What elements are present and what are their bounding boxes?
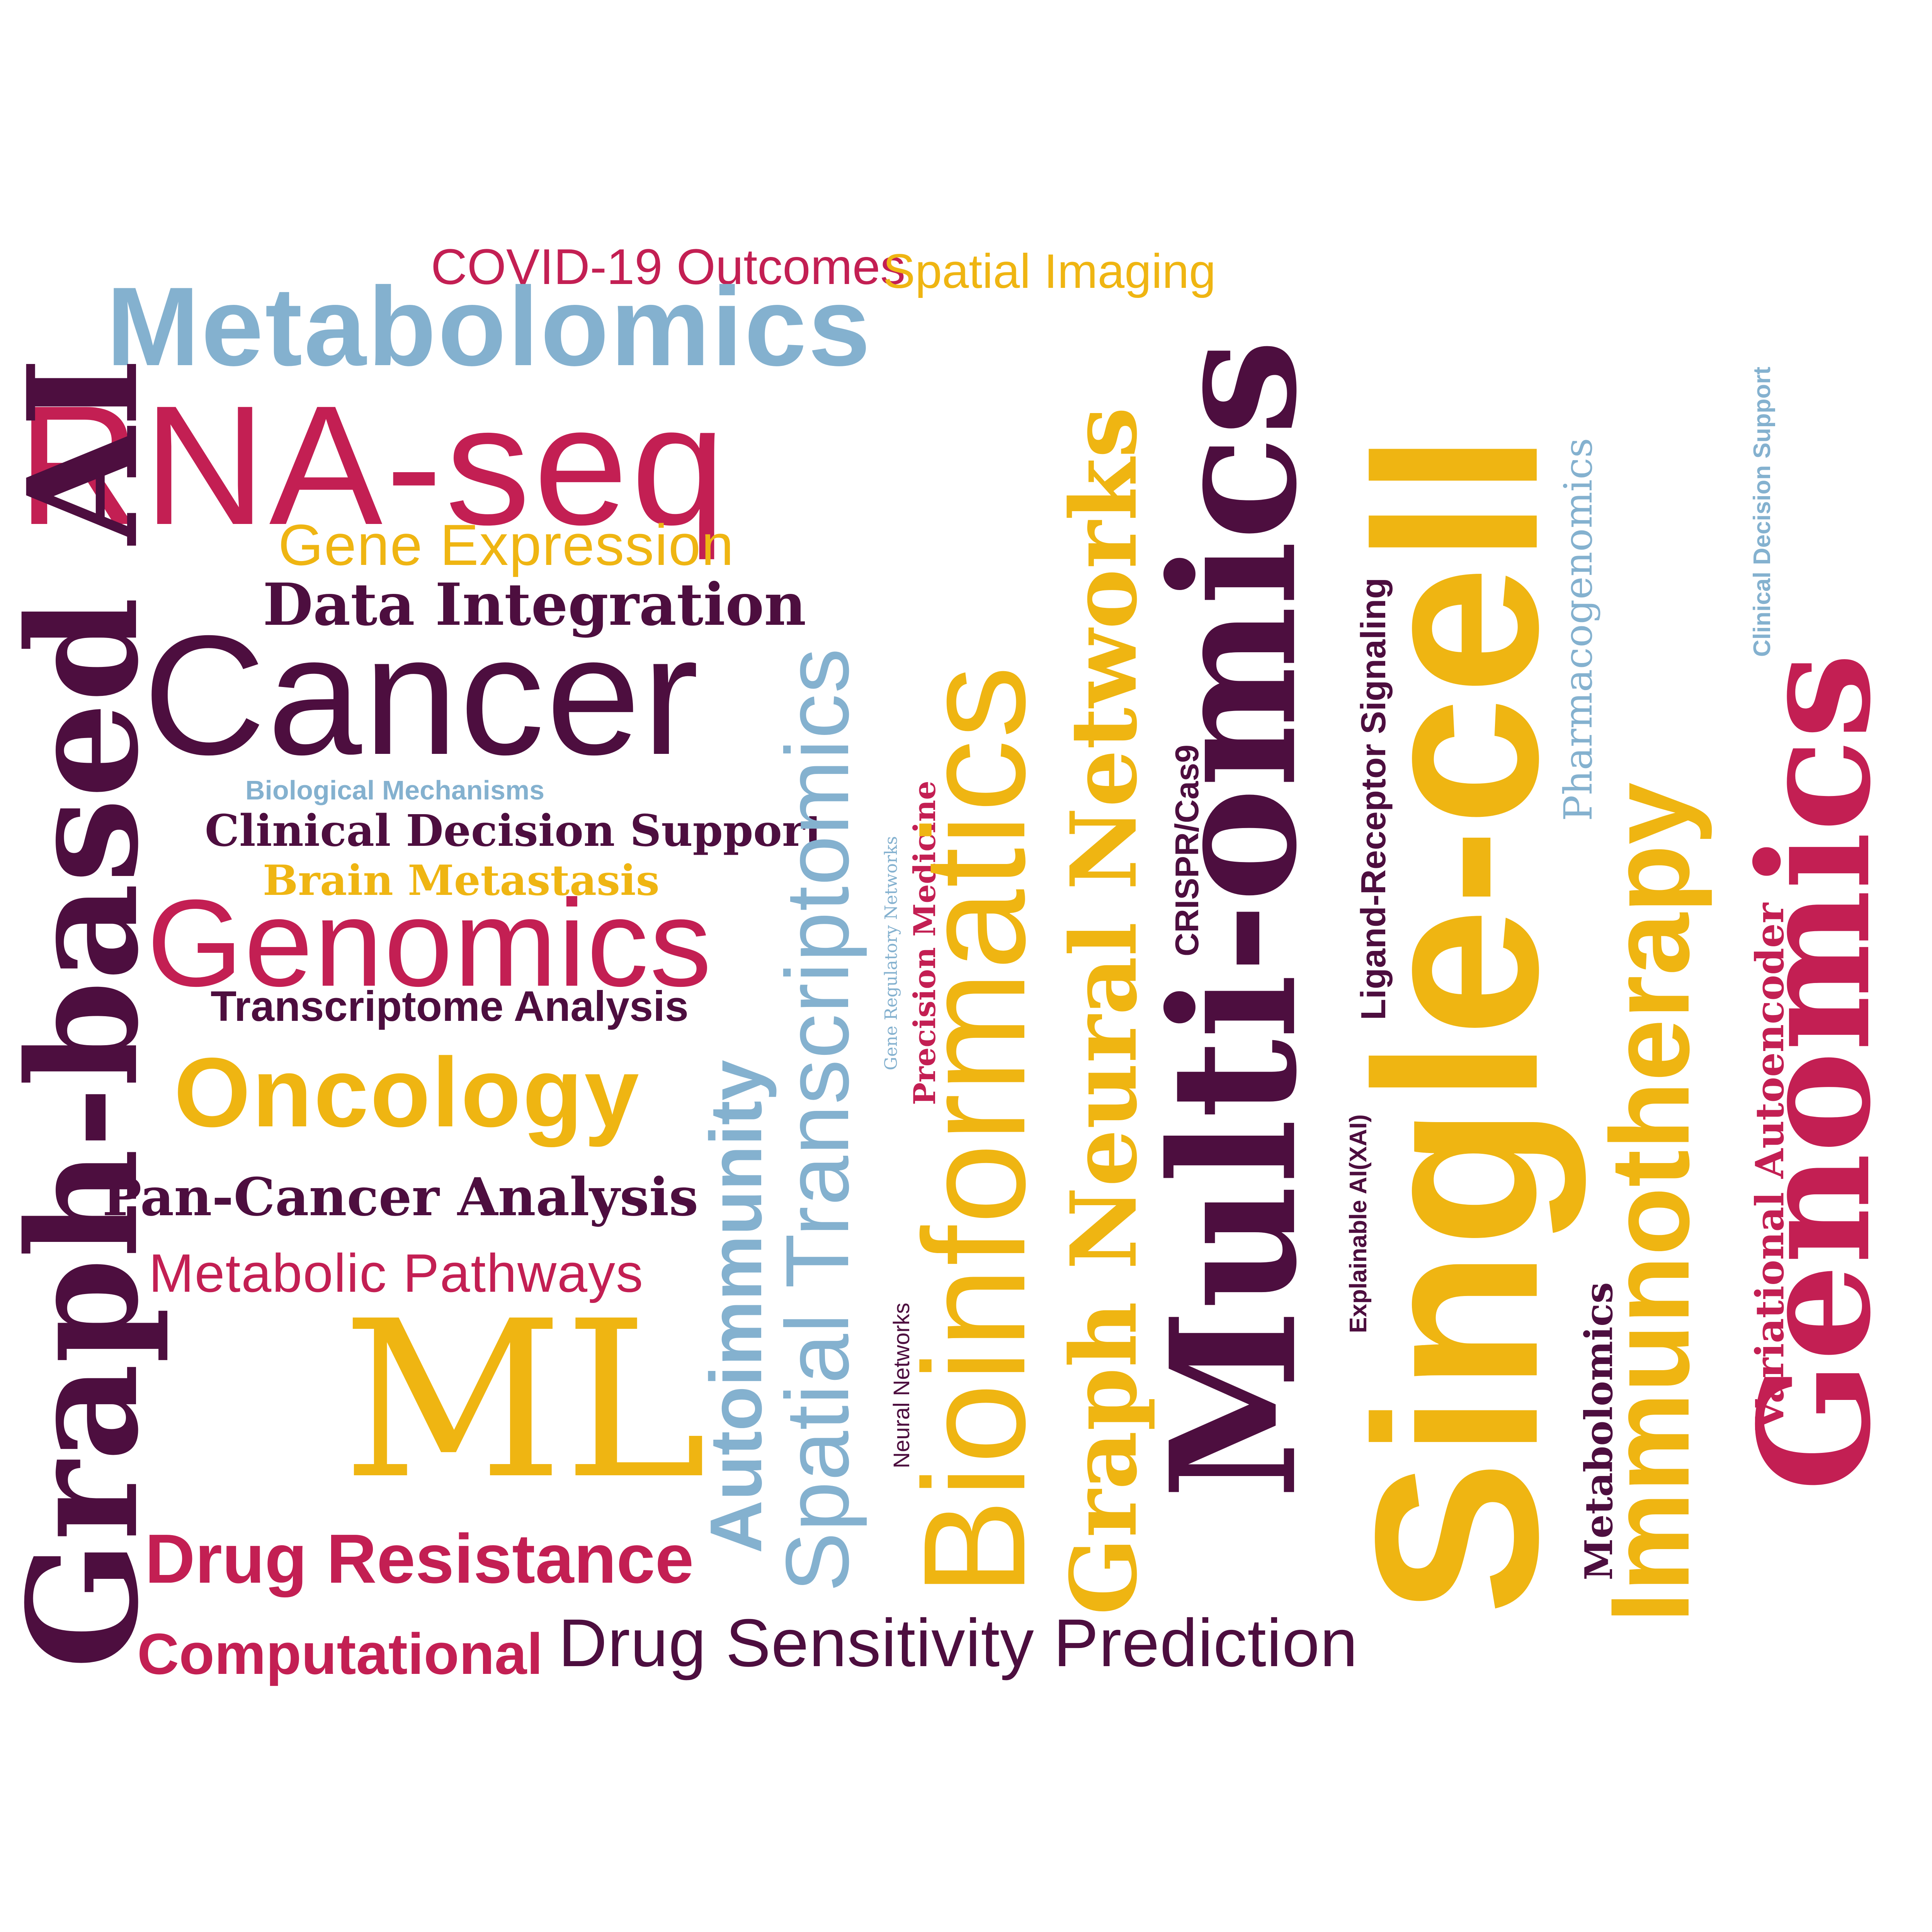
word-rna-seq: RNA-seq xyxy=(17,371,729,560)
word-graph-based-ai: Graph-based AI xyxy=(0,357,172,1669)
word-data-integration: Data Integration xyxy=(263,571,806,639)
word-metabolic-pathways: Metabolic Pathways xyxy=(149,1243,644,1303)
word-immunotherapy: Immunotherapy xyxy=(1587,782,1713,1623)
word-pharmacogenomics: Pharmacogenomics xyxy=(1556,438,1601,821)
word-metabolomics-top: Metabolomics xyxy=(106,264,872,389)
word-pan-cancer-analysis: Pan-Cancer Analysis xyxy=(102,1166,699,1228)
word-oncology: Oncology xyxy=(174,1037,641,1148)
word-gene-expression: Gene Expression xyxy=(278,512,735,577)
word-genomics-vertical: Genomics xyxy=(1725,653,1905,1492)
word-computational: Computational xyxy=(137,1621,543,1686)
word-drug-sensitivity-prediction: Drug Sensitivity Prediction xyxy=(558,1605,1358,1681)
word-cancer: Cancer xyxy=(143,600,701,790)
word-spatial-transcriptomics: Spatial Transcriptomics xyxy=(767,647,867,1592)
word-genomics-horizontal: Genomics xyxy=(147,874,713,1012)
word-autoimmunity: Autoimmunity xyxy=(695,1060,777,1553)
word-bioinformatics: Bioinformatics xyxy=(894,664,1055,1596)
word-spatial-imaging: Spatial Imaging xyxy=(883,245,1216,298)
word-covid-outcomes: COVID-19 Outcomes xyxy=(431,238,906,295)
word-biological-mechanisms: Biological Mechanisms xyxy=(245,775,545,805)
word-clinical-decision-support-horizontal: Clinical Decision Support xyxy=(205,806,825,856)
word-multi-omics: Multi-omics xyxy=(1133,339,1335,1499)
word-transcriptome-analysis: Transcriptome Analysis xyxy=(211,983,689,1030)
word-brain-metastasis: Brain Metastasis xyxy=(263,856,660,905)
word-single-cell: Single-cell xyxy=(1327,430,1586,1615)
word-drug-resistance: Drug Resistance xyxy=(145,1520,694,1598)
word-clinical-decision-support-vertical: Clinical Decision Support xyxy=(1749,367,1776,657)
word-ml: ML xyxy=(342,1275,707,1527)
